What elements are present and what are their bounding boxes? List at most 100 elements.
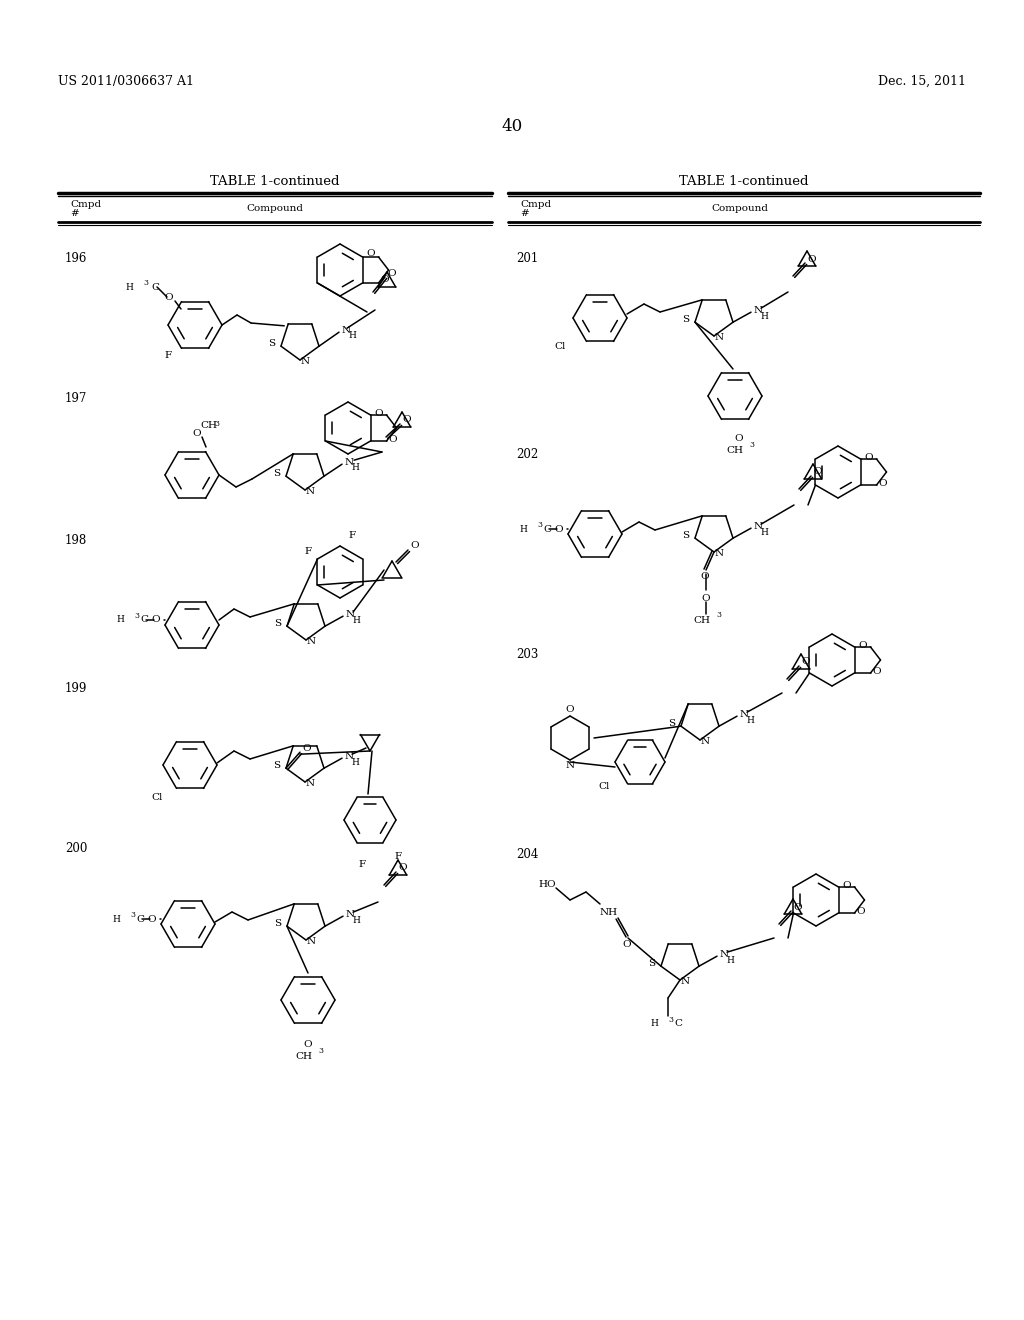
Text: N: N bbox=[341, 326, 350, 335]
Text: N: N bbox=[305, 487, 314, 496]
Text: H: H bbox=[746, 715, 754, 725]
Text: O: O bbox=[555, 524, 563, 533]
Text: H: H bbox=[348, 331, 356, 339]
Text: O: O bbox=[813, 467, 821, 477]
Text: O: O bbox=[565, 705, 574, 714]
Text: H: H bbox=[760, 528, 768, 537]
Text: 197: 197 bbox=[65, 392, 87, 405]
Text: Dec. 15, 2011: Dec. 15, 2011 bbox=[878, 75, 966, 88]
Text: Cl: Cl bbox=[554, 342, 565, 351]
Text: O: O bbox=[366, 248, 375, 257]
Text: N: N bbox=[719, 949, 728, 958]
Text: H: H bbox=[351, 463, 358, 471]
Text: O: O bbox=[165, 293, 173, 301]
Text: O: O bbox=[858, 640, 866, 649]
Text: O: O bbox=[381, 275, 389, 284]
Text: 3: 3 bbox=[537, 521, 542, 529]
Text: O: O bbox=[734, 434, 743, 444]
Text: O: O bbox=[193, 429, 202, 437]
Text: N: N bbox=[753, 306, 762, 314]
Text: O: O bbox=[410, 541, 419, 550]
Text: O: O bbox=[374, 408, 383, 417]
Text: O: O bbox=[398, 863, 407, 873]
Text: O: O bbox=[701, 594, 711, 603]
Text: NH: NH bbox=[600, 908, 618, 917]
Text: S: S bbox=[669, 719, 676, 729]
Text: O: O bbox=[793, 903, 802, 912]
Text: O: O bbox=[842, 880, 851, 890]
Text: S: S bbox=[268, 339, 275, 348]
Text: Cmpd: Cmpd bbox=[520, 201, 551, 209]
Text: 203: 203 bbox=[516, 648, 539, 661]
Text: O: O bbox=[801, 657, 810, 667]
Text: C: C bbox=[543, 524, 551, 533]
Text: CH: CH bbox=[200, 421, 217, 429]
Text: 3: 3 bbox=[749, 441, 754, 449]
Text: O: O bbox=[879, 479, 887, 487]
Text: S: S bbox=[682, 315, 689, 325]
Text: N: N bbox=[306, 638, 315, 647]
Text: H: H bbox=[760, 312, 768, 321]
Text: H: H bbox=[116, 615, 124, 624]
Text: N: N bbox=[715, 334, 724, 342]
Text: O: O bbox=[388, 434, 397, 444]
Text: 202: 202 bbox=[516, 447, 539, 461]
Text: H: H bbox=[125, 282, 133, 292]
Text: S: S bbox=[682, 532, 689, 540]
Text: Compound: Compound bbox=[712, 205, 768, 213]
Text: S: S bbox=[274, 920, 282, 928]
Text: 3: 3 bbox=[716, 611, 721, 619]
Text: O: O bbox=[302, 743, 310, 752]
Text: CH: CH bbox=[726, 446, 743, 455]
Text: Compound: Compound bbox=[247, 205, 303, 213]
Text: O: O bbox=[152, 615, 161, 624]
Text: N: N bbox=[700, 738, 710, 747]
Text: O: O bbox=[856, 907, 865, 916]
Text: N: N bbox=[344, 751, 353, 760]
Text: F: F bbox=[165, 351, 172, 359]
Text: S: S bbox=[648, 960, 655, 969]
Text: N: N bbox=[344, 458, 353, 467]
Text: H: H bbox=[519, 524, 527, 533]
Text: TABLE 1-continued: TABLE 1-continued bbox=[210, 176, 340, 187]
Text: HO: HO bbox=[538, 880, 556, 888]
Text: O: O bbox=[872, 667, 881, 676]
Text: F: F bbox=[304, 548, 311, 557]
Text: O: O bbox=[304, 1040, 312, 1049]
Text: Cl: Cl bbox=[152, 793, 163, 803]
Text: O: O bbox=[864, 453, 872, 462]
Text: #: # bbox=[520, 209, 528, 218]
Text: #: # bbox=[70, 209, 79, 218]
Text: 196: 196 bbox=[65, 252, 87, 265]
Text: O: O bbox=[807, 255, 816, 264]
Text: H: H bbox=[650, 1019, 658, 1028]
Text: Cl: Cl bbox=[598, 781, 609, 791]
Text: S: S bbox=[274, 619, 282, 628]
Text: US 2011/0306637 A1: US 2011/0306637 A1 bbox=[58, 75, 194, 88]
Text: TABLE 1-continued: TABLE 1-continued bbox=[679, 176, 809, 187]
Text: N: N bbox=[345, 610, 354, 619]
Text: 3: 3 bbox=[134, 612, 139, 620]
Text: 3: 3 bbox=[668, 1016, 673, 1024]
Text: C: C bbox=[151, 282, 159, 292]
Text: S: S bbox=[273, 470, 281, 479]
Text: O: O bbox=[622, 940, 631, 949]
Text: N: N bbox=[345, 909, 354, 919]
Text: F: F bbox=[348, 532, 355, 540]
Text: C: C bbox=[136, 915, 144, 924]
Text: CH: CH bbox=[693, 616, 711, 624]
Text: O: O bbox=[147, 915, 157, 924]
Text: S: S bbox=[273, 762, 281, 771]
Text: 199: 199 bbox=[65, 682, 87, 696]
Text: N: N bbox=[680, 978, 689, 986]
Text: O: O bbox=[700, 572, 710, 581]
Text: C: C bbox=[674, 1019, 682, 1028]
Text: N: N bbox=[753, 521, 762, 531]
Text: H: H bbox=[352, 615, 359, 624]
Text: Cmpd: Cmpd bbox=[70, 201, 101, 209]
Text: N: N bbox=[306, 937, 315, 946]
Text: H: H bbox=[352, 916, 359, 925]
Text: O: O bbox=[387, 269, 395, 279]
Text: F: F bbox=[394, 851, 401, 861]
Text: N: N bbox=[305, 780, 314, 788]
